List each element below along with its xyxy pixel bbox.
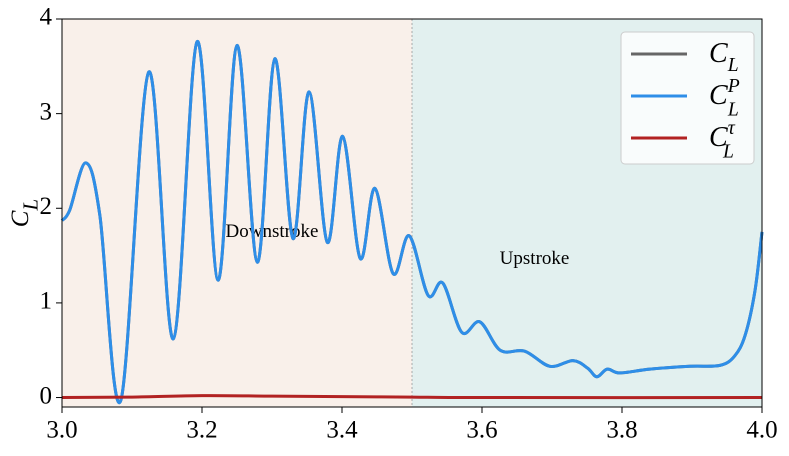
legend-label: Cτ L <box>709 118 736 163</box>
legend-label: CP L <box>709 76 740 121</box>
x-tick-label: 3.6 <box>466 417 497 444</box>
x-tick-label: 4.0 <box>746 417 777 444</box>
y-tick-label: 0 <box>40 382 53 409</box>
region-label: Downstroke <box>226 221 319 242</box>
legend-box <box>620 31 755 165</box>
x-tick-label: 3.2 <box>186 417 217 444</box>
series-line <box>61 394 763 400</box>
y-tick-label: 2 <box>40 193 53 220</box>
legend-label: CL <box>709 38 739 75</box>
x-tick-label: 3.0 <box>46 417 77 444</box>
y-axis-label: CL <box>7 199 43 227</box>
series-line <box>60 40 764 405</box>
region <box>62 19 412 407</box>
y-tick-label: 1 <box>40 288 53 315</box>
x-tick-label: 3.4 <box>326 417 358 444</box>
y-tick-label: 3 <box>40 98 53 125</box>
y-tick-label: 4 <box>40 4 53 31</box>
region-label: Upstroke <box>500 248 570 269</box>
x-tick-label: 3.8 <box>606 417 637 444</box>
plot-frame <box>61 18 763 408</box>
